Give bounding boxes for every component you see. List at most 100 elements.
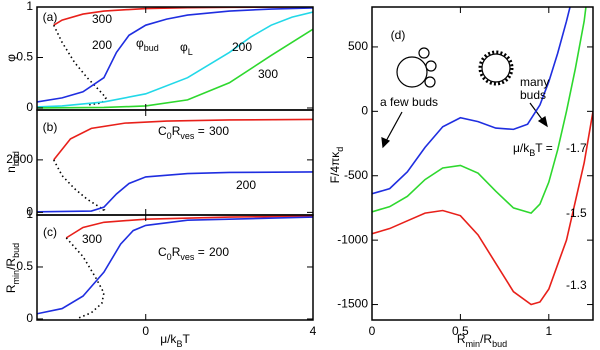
annotation-part: B (529, 148, 535, 158)
arrow (384, 111, 403, 144)
y-tick-label: 0 (26, 311, 33, 325)
many-buds-vesicle (481, 53, 511, 83)
plot-frame (36, 6, 314, 111)
y-tick-label: -500 (344, 168, 368, 182)
annotation-part: 0 (167, 131, 172, 141)
annotation: many (520, 75, 549, 89)
annotation: buds (520, 88, 546, 102)
annotation-part: ves (180, 131, 195, 141)
series-label: 300 (209, 124, 229, 138)
x-axis-label-part: bud (492, 339, 507, 349)
curve (37, 171, 313, 213)
y-tick-label: 500 (348, 39, 368, 53)
x-axis-label: μ/kBT (160, 332, 190, 349)
annotation-part: C (158, 245, 167, 259)
plot-frame (36, 214, 314, 321)
arrow-head (381, 137, 391, 149)
y-tick-label: 0.5 (16, 50, 33, 64)
x-tick-label: 4 (310, 324, 317, 338)
annotation: a few buds (380, 95, 438, 109)
x-axis-label-part: min (466, 339, 481, 349)
annotation-part: ves (180, 252, 195, 262)
series-label: -1.5 (566, 206, 587, 220)
x-tick-label: 0.5 (452, 324, 469, 338)
y-axis-label-part: min (11, 270, 21, 285)
annotation: φbud (136, 36, 159, 53)
curve (53, 118, 313, 161)
x-axis-label: Rmin/Rbud (457, 332, 507, 349)
curve (37, 11, 313, 108)
panel-label: (b) (43, 120, 58, 134)
curve (372, 7, 571, 195)
series-label: 200 (232, 40, 252, 54)
bud (425, 60, 437, 72)
curve (53, 159, 106, 213)
series-label: 300 (82, 232, 102, 246)
x-axis-label-part: B (176, 339, 182, 349)
y-axis-label-part: n (4, 166, 18, 173)
series-label: 300 (92, 12, 112, 26)
y-axis-label: φ (4, 54, 18, 62)
y-tick-label: 0 (361, 104, 368, 118)
annotation-part: = (194, 124, 204, 138)
x-axis-label-part: R (457, 332, 466, 346)
x-axis-label-part: /R (480, 332, 492, 346)
series-label: -1.3 (566, 278, 587, 292)
annotation-part: μ/k (513, 141, 530, 155)
series-label: 200 (236, 178, 256, 192)
y-tick-label: 1 (26, 207, 33, 221)
y-tick-label: 2000 (6, 152, 33, 166)
panel-label: (d) (391, 28, 406, 42)
annotation-part: φ (136, 36, 144, 50)
y-axis-label-part: bud (11, 151, 21, 166)
series-label: 200 (92, 38, 112, 52)
curve (37, 28, 313, 109)
x-axis-label-part: T (182, 332, 190, 346)
curve (37, 216, 313, 315)
annotation-part: 0 (167, 252, 172, 262)
y-tick-label: 0.5 (16, 259, 33, 273)
x-axis-label-part: μ/k (160, 332, 177, 346)
curve (372, 7, 587, 214)
annotation-part: = (194, 245, 204, 259)
x-tick-label: 0 (369, 324, 376, 338)
y-axis-label-part: F/4πκ (328, 151, 342, 184)
bud (418, 47, 430, 59)
bud (424, 76, 436, 88)
y-tick-label: 1 (26, 0, 33, 13)
few-buds-vesicle (396, 56, 428, 88)
y-axis-label: Rmin/Rbud (4, 243, 21, 293)
series-label: 200 (209, 245, 229, 259)
curve (372, 111, 593, 306)
y-tick-label: -1000 (337, 232, 368, 246)
icons (381, 47, 548, 149)
series-label: 300 (258, 67, 278, 81)
arrow-head (537, 116, 548, 128)
annotation-part: bud (144, 43, 159, 53)
y-axis-label-part: d (335, 147, 345, 152)
annotation-part: R (172, 245, 181, 259)
y-axis-label-part: R (4, 284, 18, 293)
y-tick-label: -1500 (337, 297, 368, 311)
curve (65, 215, 313, 239)
series-label: -1.7 (566, 141, 587, 155)
annotation-part: R (172, 124, 181, 138)
annotation-part: φ (180, 40, 188, 54)
curve (37, 7, 313, 103)
annotation: μ/kBT = (513, 141, 553, 158)
annotation-part: T = (535, 141, 552, 155)
y-axis-label: F/4πκd (328, 147, 345, 184)
annotation: C0Rves = (158, 245, 205, 262)
y-axis-label-part: /R (4, 258, 18, 270)
x-tick-label: 0 (142, 324, 149, 338)
y-tick-label: 0 (26, 205, 33, 219)
annotation: φL (180, 40, 193, 57)
y-tick-label: 0 (26, 100, 33, 114)
x-tick-label: 1 (545, 324, 552, 338)
plot-frame (371, 6, 594, 321)
annotation: C0Rves = (158, 124, 205, 141)
panel-label: (c) (43, 225, 57, 239)
y-axis-label-part: bud (11, 243, 21, 258)
